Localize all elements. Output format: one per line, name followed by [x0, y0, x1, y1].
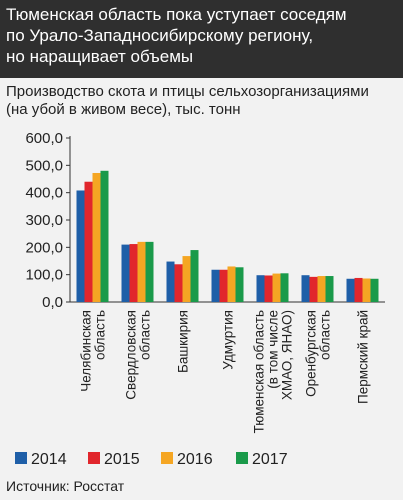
category-label: Удмуртия	[221, 310, 236, 370]
category-label: Башкирия	[176, 310, 191, 373]
bar-2016	[92, 172, 101, 302]
bar-2014	[121, 244, 130, 302]
bar-2014	[346, 278, 355, 302]
category-label: область	[318, 310, 333, 360]
y-tick-label: 400,0	[25, 185, 63, 202]
legend-label-2015: 2015	[104, 451, 140, 468]
bar-2016	[317, 276, 326, 302]
bar-2016	[362, 278, 371, 302]
category-label: ХМАО, ЯНАО)	[280, 310, 295, 400]
bar-2015	[264, 275, 273, 302]
bar-2016	[137, 241, 146, 302]
bar-2015	[84, 181, 93, 302]
y-tick-label: 0,0	[42, 294, 63, 311]
category-label: Пермский край	[356, 310, 371, 404]
category-label: Челябинская	[79, 310, 94, 392]
category-label: Тюменская область	[252, 310, 267, 433]
y-tick-label: 100,0	[25, 267, 63, 284]
bar-2016	[272, 273, 281, 302]
bar-2017	[190, 250, 199, 302]
y-tick-label: 500,0	[25, 157, 63, 174]
bar-2014	[211, 269, 220, 302]
chart-header: Тюменская область пока уступает соседям …	[0, 0, 403, 78]
bar-2014	[256, 275, 265, 302]
bar-2015	[219, 269, 228, 302]
bar-2016	[227, 266, 236, 302]
subtitle-line-1: Производство скота и птицы сельхозоргани…	[6, 83, 369, 100]
legend-swatch-2014	[15, 452, 27, 464]
bar-2017	[235, 267, 244, 302]
chart-subtitle: Производство скота и птицы сельхозоргани…	[6, 83, 401, 119]
bar-2017	[145, 241, 154, 302]
bar-2017	[100, 170, 109, 302]
bar-2014	[301, 275, 310, 302]
bar-2017	[370, 278, 379, 302]
bar-2015	[129, 244, 138, 302]
bar-2017	[280, 273, 289, 302]
title-line-1: Тюменская область пока уступает соседям	[6, 5, 347, 24]
bar-2017	[325, 276, 334, 302]
source-note: Источник: Росстат	[6, 478, 125, 494]
category-label: Оренбургская	[304, 310, 319, 397]
y-tick-label: 200,0	[25, 239, 63, 256]
bar-2014	[76, 190, 85, 302]
y-tick-label: 600,0	[25, 130, 63, 147]
subtitle-line-2: (на убой в живом весе), тыс. тонн	[6, 101, 241, 118]
legend-label-2014: 2014	[31, 451, 67, 468]
bar-2015	[174, 264, 183, 302]
category-label: Свердловская	[124, 310, 139, 400]
category-label: область	[93, 310, 108, 360]
bar-2014	[166, 261, 175, 302]
category-label: область	[138, 310, 153, 360]
bar-2015	[309, 276, 318, 302]
title-line-3: но наращивает объемы	[6, 47, 194, 66]
bar-2016	[182, 256, 191, 302]
legend-label-2017: 2017	[252, 451, 288, 468]
title-line-2: по Урало-Западносибирскому региону,	[6, 26, 314, 45]
legend-swatch-2015	[88, 452, 100, 464]
bar-2015	[354, 277, 363, 302]
legend-label-2016: 2016	[177, 451, 213, 468]
category-label: (в том числе	[266, 310, 281, 389]
y-tick-label: 300,0	[25, 212, 63, 229]
legend-swatch-2016	[161, 452, 173, 464]
legend-swatch-2017	[236, 452, 248, 464]
